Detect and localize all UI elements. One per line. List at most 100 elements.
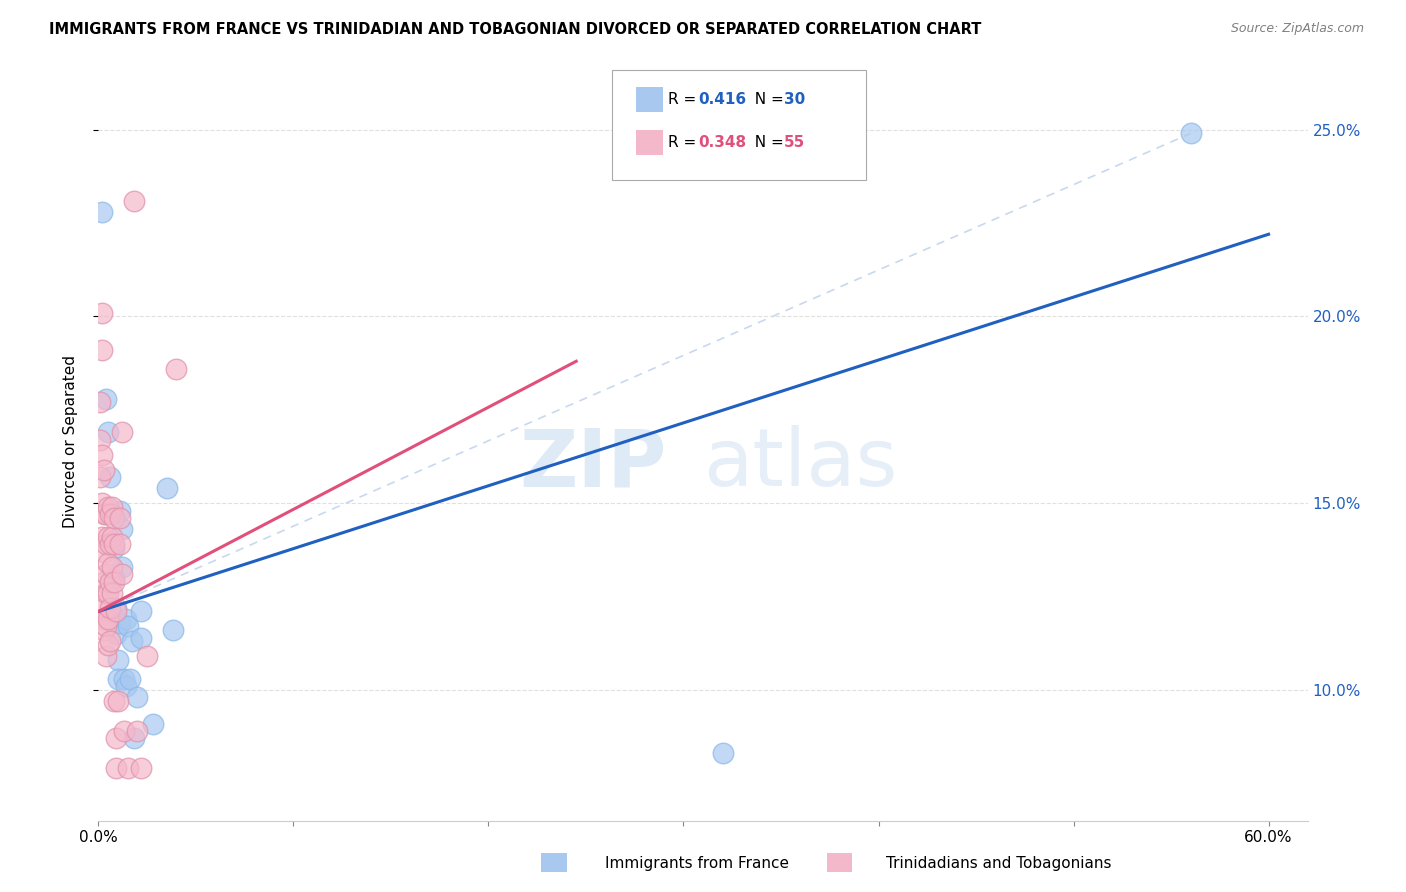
Point <box>104 731 127 746</box>
Point <box>98 574 121 589</box>
FancyBboxPatch shape <box>637 130 664 155</box>
Point <box>104 761 127 775</box>
Point <box>711 747 734 761</box>
Point <box>91 530 114 544</box>
Point <box>165 361 187 376</box>
Point <box>98 508 121 522</box>
Point <box>101 586 124 600</box>
Point <box>114 612 136 626</box>
Text: Immigrants from France: Immigrants from France <box>605 856 789 871</box>
Point <box>91 204 114 219</box>
Point <box>93 508 115 522</box>
Point <box>89 470 111 484</box>
Point <box>93 612 115 626</box>
Point <box>101 508 124 522</box>
Point <box>118 672 141 686</box>
FancyBboxPatch shape <box>637 87 664 112</box>
Point <box>97 500 120 514</box>
Text: Trinidadians and Tobagonians: Trinidadians and Tobagonians <box>886 856 1111 871</box>
Point <box>93 574 115 589</box>
Point <box>122 731 145 746</box>
Point <box>127 690 149 705</box>
Point <box>103 537 125 551</box>
Point <box>97 612 120 626</box>
Point <box>103 541 125 555</box>
Point <box>96 508 118 522</box>
Text: R =: R = <box>668 92 702 107</box>
Point <box>98 634 121 648</box>
Point <box>97 638 120 652</box>
Point <box>117 761 139 775</box>
Point <box>117 619 139 633</box>
Point <box>111 559 134 574</box>
Point <box>104 600 127 615</box>
Point <box>91 448 114 462</box>
Point <box>96 537 118 551</box>
Point <box>131 605 153 619</box>
Y-axis label: Divorced or Separated: Divorced or Separated <box>63 355 77 528</box>
Text: ZIP: ZIP <box>519 425 666 503</box>
Point <box>96 586 118 600</box>
Point <box>111 522 134 536</box>
Point <box>97 556 120 570</box>
Point <box>112 672 135 686</box>
Point <box>98 600 121 615</box>
Point <box>96 649 118 664</box>
Point <box>107 694 129 708</box>
Point <box>89 395 111 409</box>
Point <box>111 425 134 440</box>
Point <box>91 343 114 357</box>
Point <box>96 392 118 406</box>
FancyBboxPatch shape <box>613 70 866 180</box>
Point <box>103 574 125 589</box>
Point <box>1180 127 1202 141</box>
Text: atlas: atlas <box>703 425 897 503</box>
Text: R =: R = <box>668 136 702 151</box>
Point <box>127 724 149 739</box>
Point <box>103 694 125 708</box>
Point <box>97 586 120 600</box>
Point <box>96 619 118 633</box>
Point <box>104 627 127 641</box>
Point <box>121 634 143 648</box>
Point <box>93 462 115 476</box>
Point <box>107 653 129 667</box>
Point <box>162 623 184 637</box>
Point <box>142 716 165 731</box>
Point <box>89 433 111 447</box>
Point <box>108 511 131 525</box>
Point <box>108 615 131 630</box>
Point <box>107 672 129 686</box>
Point <box>103 571 125 585</box>
Text: IMMIGRANTS FROM FRANCE VS TRINIDADIAN AND TOBAGONIAN DIVORCED OR SEPARATED CORRE: IMMIGRANTS FROM FRANCE VS TRINIDADIAN AN… <box>49 22 981 37</box>
Point <box>114 679 136 693</box>
Text: Source: ZipAtlas.com: Source: ZipAtlas.com <box>1230 22 1364 36</box>
Point <box>93 597 115 611</box>
Point <box>112 724 135 739</box>
Point <box>101 559 124 574</box>
Point <box>97 425 120 440</box>
Text: N =: N = <box>745 92 789 107</box>
Point <box>122 194 145 208</box>
Point <box>91 496 114 510</box>
Point <box>96 567 118 582</box>
Point <box>91 306 114 320</box>
Point <box>103 511 125 525</box>
Text: 30: 30 <box>785 92 806 107</box>
Point <box>131 631 153 645</box>
Text: 0.416: 0.416 <box>699 92 747 107</box>
Point <box>93 623 115 637</box>
Point <box>98 470 121 484</box>
Point <box>108 537 131 551</box>
Point <box>97 530 120 544</box>
Text: N =: N = <box>745 136 789 151</box>
Point <box>108 503 131 517</box>
Point <box>131 761 153 775</box>
Text: 55: 55 <box>785 136 806 151</box>
Point <box>156 481 179 495</box>
Point <box>98 537 121 551</box>
Point <box>101 530 124 544</box>
Point <box>101 500 124 514</box>
Point <box>136 649 159 664</box>
Point <box>104 605 127 619</box>
